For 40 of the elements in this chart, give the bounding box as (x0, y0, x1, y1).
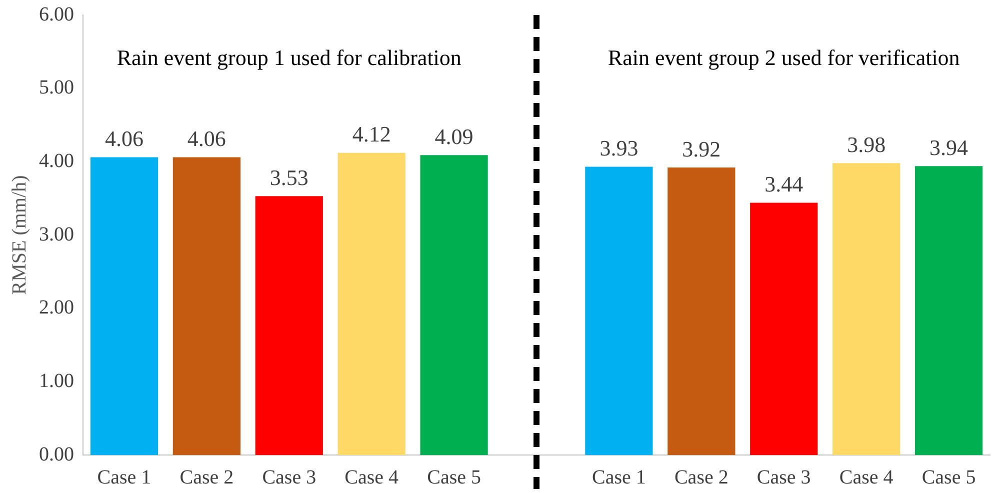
y-tick-label: 3.00 (39, 223, 74, 246)
y-axis-title: RMSE (mm/h) (8, 175, 30, 295)
x-tick-label: Case 4 (839, 466, 894, 488)
bar (750, 202, 818, 455)
bar (914, 166, 983, 455)
y-tick-label: 5.00 (39, 76, 74, 99)
y-tick-label: 1.00 (39, 370, 74, 392)
y-tick-label: 4.00 (39, 150, 74, 172)
y-tick-label: 6.00 (39, 3, 74, 26)
data-label: 4.09 (434, 124, 474, 149)
x-tick-label: Case 5 (922, 466, 976, 488)
x-tick-label: Case 1 (592, 466, 646, 488)
bar (420, 155, 488, 455)
data-label: 3.92 (682, 136, 721, 162)
data-label: 3.44 (764, 172, 804, 197)
data-label: 4.12 (352, 122, 391, 147)
annotation: Rain event group 1 used for calibration (116, 44, 462, 70)
data-label: 4.06 (187, 126, 226, 152)
bar (668, 168, 736, 455)
y-tick-label: 2.00 (39, 296, 74, 319)
x-tick-label: Case 1 (97, 466, 152, 488)
x-tick-label: Case 5 (427, 466, 481, 488)
data-label: 4.06 (104, 126, 144, 152)
x-tick-label: Case 2 (180, 466, 234, 488)
x-tick-label: Case 4 (344, 466, 399, 488)
bar (585, 166, 653, 455)
data-label: 3.98 (847, 132, 886, 157)
x-tick-label: Case 3 (262, 466, 316, 488)
bar (172, 157, 240, 455)
bar (90, 157, 158, 455)
data-label: 3.93 (600, 136, 638, 161)
x-tick-label: Case 2 (674, 466, 728, 488)
bar (255, 196, 323, 455)
bar (338, 152, 406, 455)
y-tick-label: 0.00 (39, 443, 74, 466)
annotation: Rain event group 2 used for verification (608, 44, 960, 70)
x-tick-label: Case 3 (756, 466, 811, 488)
data-label: 3.53 (270, 164, 308, 190)
bar (832, 163, 900, 455)
data-label: 3.94 (930, 134, 968, 160)
